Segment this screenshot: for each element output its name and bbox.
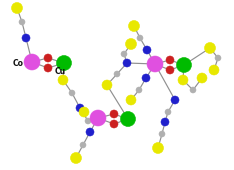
Circle shape (161, 118, 169, 126)
Circle shape (121, 51, 127, 57)
Circle shape (125, 38, 136, 49)
Circle shape (197, 73, 207, 83)
Circle shape (205, 42, 216, 54)
Circle shape (165, 109, 171, 115)
Circle shape (153, 142, 164, 154)
Circle shape (128, 21, 139, 31)
Circle shape (44, 54, 52, 62)
Circle shape (24, 54, 40, 70)
Circle shape (44, 64, 52, 72)
Circle shape (69, 90, 75, 96)
Circle shape (90, 110, 106, 126)
Text: Cu: Cu (55, 67, 66, 76)
Circle shape (209, 65, 219, 75)
Circle shape (215, 55, 221, 61)
Circle shape (79, 107, 89, 117)
Circle shape (147, 56, 163, 72)
Circle shape (176, 57, 191, 72)
Circle shape (86, 128, 94, 136)
Circle shape (159, 131, 165, 137)
Circle shape (121, 112, 135, 126)
Circle shape (85, 118, 91, 124)
Circle shape (80, 142, 86, 148)
Circle shape (58, 75, 68, 85)
Circle shape (102, 80, 112, 90)
Circle shape (11, 3, 22, 13)
Circle shape (171, 96, 179, 104)
Circle shape (76, 104, 84, 112)
Circle shape (166, 66, 174, 74)
Circle shape (166, 56, 174, 64)
Circle shape (110, 120, 118, 128)
Circle shape (70, 152, 81, 164)
Circle shape (142, 74, 150, 82)
Text: Co: Co (12, 59, 23, 69)
Circle shape (123, 59, 131, 67)
Circle shape (190, 87, 196, 93)
Circle shape (178, 75, 188, 85)
Circle shape (22, 34, 30, 42)
Circle shape (126, 95, 136, 105)
Circle shape (19, 19, 25, 25)
Circle shape (56, 55, 72, 71)
Circle shape (143, 46, 151, 54)
Circle shape (110, 110, 118, 118)
Circle shape (114, 71, 120, 77)
Circle shape (137, 35, 143, 41)
Circle shape (136, 87, 142, 93)
